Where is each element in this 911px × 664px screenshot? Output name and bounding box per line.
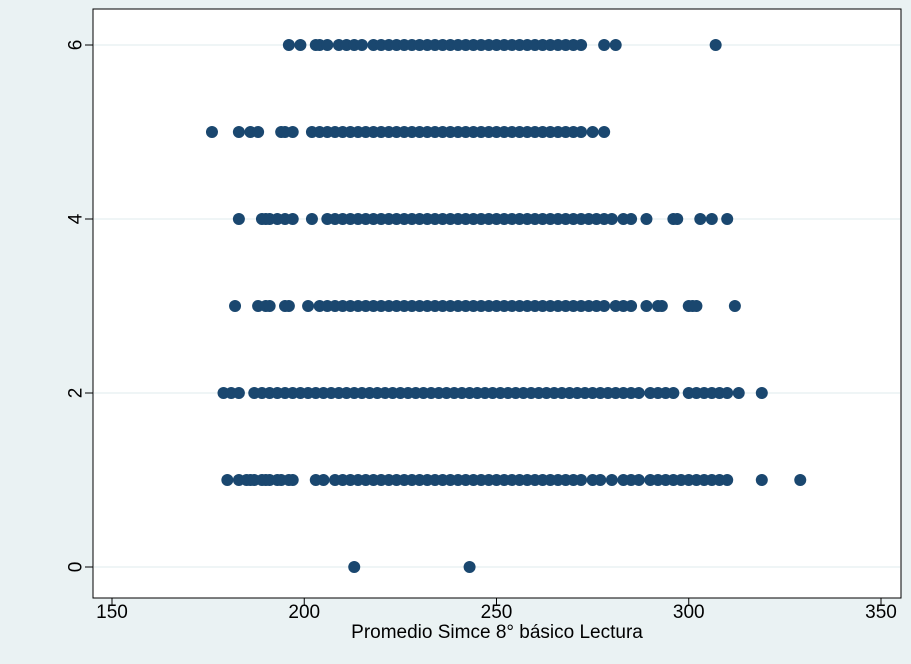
data-point <box>598 39 611 51</box>
data-point <box>728 300 741 312</box>
data-point <box>605 474 618 486</box>
data-point <box>598 126 611 138</box>
data-point <box>605 213 618 225</box>
data-point <box>221 474 234 486</box>
data-point <box>286 474 299 486</box>
x-tick-label: 350 <box>865 602 897 623</box>
y-tick-label: 6 <box>66 40 87 51</box>
data-point <box>232 126 245 138</box>
data-point <box>263 300 276 312</box>
data-point <box>625 300 638 312</box>
data-point <box>667 387 680 399</box>
data-point <box>286 126 299 138</box>
data-point <box>232 213 245 225</box>
x-tick-label: 300 <box>673 602 705 623</box>
data-point <box>632 387 645 399</box>
data-point <box>302 300 315 312</box>
data-point <box>282 39 295 51</box>
data-point <box>463 561 476 573</box>
data-point <box>690 300 703 312</box>
x-tick-label: 250 <box>481 602 513 623</box>
data-point <box>252 126 265 138</box>
data-point <box>721 213 734 225</box>
data-point <box>755 474 768 486</box>
data-point <box>640 300 653 312</box>
x-axis: 150 200 250 300 350 <box>96 598 897 623</box>
data-point <box>655 300 668 312</box>
data-point <box>229 300 242 312</box>
data-point <box>640 213 653 225</box>
data-point <box>317 474 330 486</box>
x-tick-label: 150 <box>96 602 128 623</box>
data-point <box>598 300 611 312</box>
data-point <box>632 474 645 486</box>
y-axis: 0 2 4 6 <box>66 40 93 573</box>
x-axis-title: Promedio Simce 8° básico Lectura <box>351 622 643 643</box>
data-point <box>321 39 334 51</box>
y-tick-label: 4 <box>66 213 87 224</box>
data-point <box>625 213 638 225</box>
data-point <box>294 39 307 51</box>
data-point <box>794 474 807 486</box>
data-points <box>205 39 807 573</box>
data-point <box>671 213 684 225</box>
data-point <box>705 213 718 225</box>
data-point <box>755 387 768 399</box>
data-point <box>721 387 734 399</box>
data-point <box>609 39 622 51</box>
data-point <box>709 39 722 51</box>
data-point <box>305 213 318 225</box>
data-point <box>348 561 361 573</box>
x-tick-label: 200 <box>288 602 320 623</box>
data-point <box>594 474 607 486</box>
data-point <box>586 126 599 138</box>
data-point <box>575 39 588 51</box>
data-point <box>732 387 745 399</box>
data-point <box>205 126 218 138</box>
data-point <box>232 387 245 399</box>
y-tick-label: 0 <box>66 562 87 573</box>
data-point <box>286 213 299 225</box>
data-point <box>694 213 707 225</box>
y-tick-label: 2 <box>66 388 87 399</box>
data-point <box>355 39 368 51</box>
data-point <box>721 474 734 486</box>
data-point <box>282 300 295 312</box>
data-point <box>575 474 588 486</box>
data-point <box>575 126 588 138</box>
